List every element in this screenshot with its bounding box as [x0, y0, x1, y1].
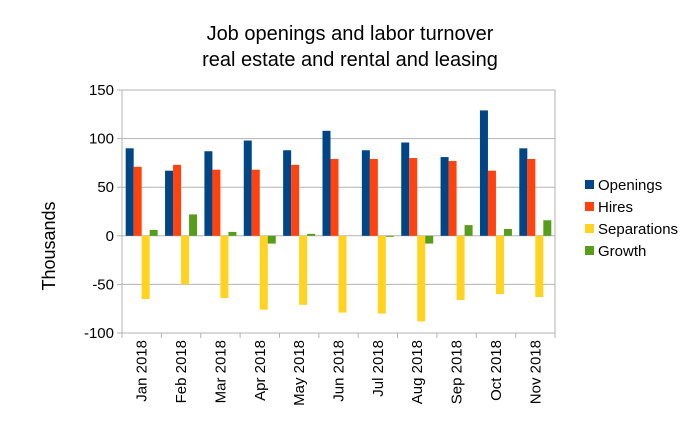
y-axis-ticks: -100 -50 0 50 100 150: [84, 82, 122, 342]
bar-openings-7: [401, 142, 410, 236]
bar-growth-0: [149, 229, 158, 236]
bar-separations-7: [417, 235, 426, 322]
bar-separations-4: [299, 235, 308, 305]
bar-separations-9: [495, 235, 504, 295]
bar-hires-7: [409, 158, 418, 236]
legend-label-separations: Separations: [598, 221, 678, 238]
chart-title-line-2: real estate and rental and leasing: [202, 49, 498, 71]
legend-swatch-separations: [585, 224, 594, 233]
y-tick-label: -50: [92, 276, 114, 293]
bar-hires-10: [527, 159, 536, 236]
bar-hires-9: [487, 170, 496, 236]
plot-area: [121, 89, 556, 334]
bar-separations-3: [259, 235, 268, 310]
y-tick-label: -100: [84, 325, 114, 342]
bar-growth-1: [189, 214, 198, 236]
legend-swatch-hires: [585, 202, 594, 211]
x-tick-label: Sep 2018: [449, 340, 466, 404]
x-tick-label: Jun 2018: [331, 340, 348, 402]
x-tick-label: Jan 2018: [134, 340, 151, 402]
bar-openings-4: [283, 150, 292, 236]
bar-hires-1: [173, 164, 182, 236]
y-tick-label: 50: [97, 179, 114, 196]
bars: [125, 110, 552, 322]
bar-separations-8: [456, 235, 465, 300]
bar-growth-8: [464, 225, 473, 236]
bar-growth-3: [267, 235, 276, 244]
x-tick-label: Nov 2018: [527, 340, 544, 404]
bar-openings-6: [361, 150, 370, 236]
bar-separations-6: [377, 235, 386, 314]
x-tick-label: Mar 2018: [212, 340, 229, 403]
bar-hires-4: [291, 164, 300, 236]
bar-growth-9: [503, 229, 512, 236]
x-tick-label: Aug 2018: [409, 340, 426, 404]
bar-hires-2: [212, 169, 221, 236]
legend-swatch-openings: [585, 180, 594, 189]
x-tick-label: Apr 2018: [252, 340, 269, 401]
bar-hires-6: [369, 159, 378, 236]
y-tick-label: 0: [106, 228, 114, 245]
bar-growth-10: [543, 220, 552, 236]
y-tick-label: 150: [89, 82, 114, 99]
bar-growth-7: [425, 235, 434, 244]
legend: Openings Hires Separations Growth: [585, 177, 678, 260]
bar-separations-2: [220, 235, 229, 299]
legend-label-openings: Openings: [598, 177, 662, 194]
bar-openings-0: [125, 148, 134, 236]
bar-separations-5: [338, 235, 347, 313]
bar-openings-1: [165, 170, 174, 236]
x-tick-label: Oct 2018: [488, 340, 505, 401]
bar-hires-3: [251, 169, 260, 236]
y-tick-label: 100: [89, 131, 114, 148]
bar-openings-10: [519, 148, 528, 236]
bar-growth-4: [307, 233, 316, 236]
bar-openings-2: [204, 151, 213, 236]
bar-openings-8: [440, 157, 449, 236]
bar-openings-5: [322, 130, 331, 236]
x-tick-label: Feb 2018: [173, 340, 190, 403]
legend-swatch-growth: [585, 246, 594, 255]
y-axis-title: Thousands: [39, 201, 59, 290]
bar-openings-3: [243, 140, 252, 236]
bar-growth-6: [385, 235, 394, 237]
bar-separations-0: [141, 235, 150, 299]
legend-label-hires: Hires: [598, 199, 633, 216]
bar-hires-0: [133, 166, 142, 236]
bar-growth-2: [228, 231, 237, 236]
x-axis-ticks: Jan 2018 Feb 2018 Mar 2018 Apr 2018 May 2018…: [121, 333, 556, 406]
chart-title-line-1: Job openings and labor turnover: [207, 23, 494, 45]
x-tick-label: May 2018: [291, 340, 308, 406]
legend-label-growth: Growth: [598, 243, 646, 260]
bar-separations-1: [181, 235, 190, 285]
x-tick-label: Jul 2018: [370, 340, 387, 397]
bar-hires-5: [330, 159, 339, 236]
bar-hires-8: [448, 160, 457, 236]
bar-separations-10: [535, 235, 544, 298]
bar-openings-9: [479, 110, 488, 236]
